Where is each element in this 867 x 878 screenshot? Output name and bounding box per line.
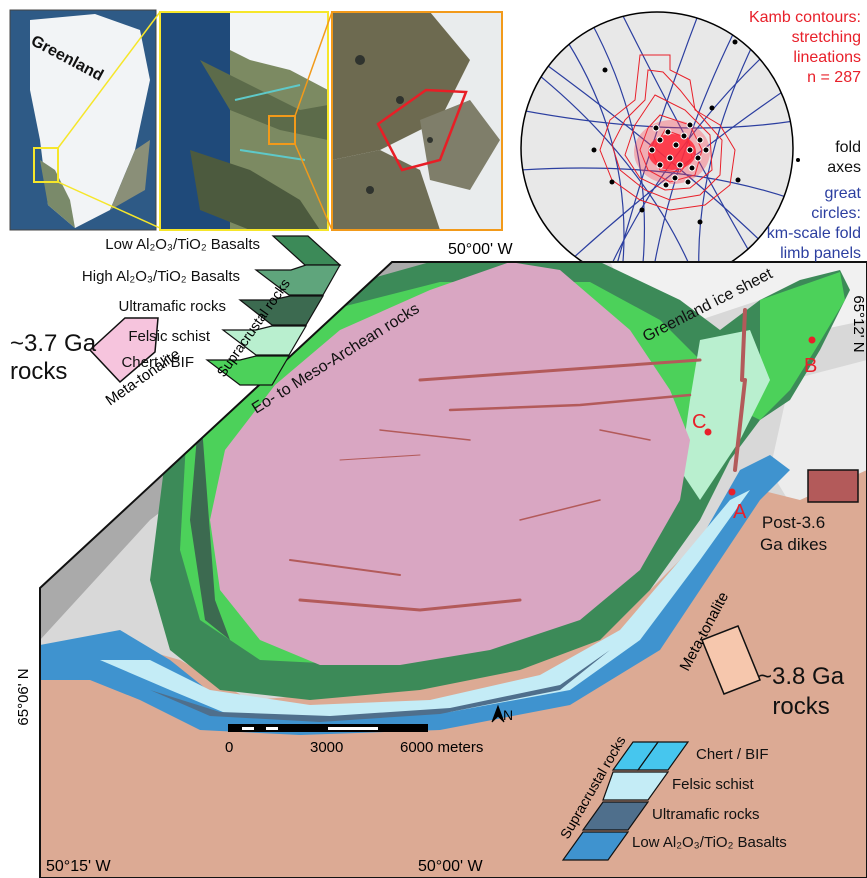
local-satellite-inset — [331, 11, 503, 231]
legend-37-item-4: Felsic schist — [128, 328, 210, 345]
fold-line-2: axes — [827, 159, 861, 176]
fold-line-1: fold — [835, 139, 861, 156]
bottom-left-longitude: 50°15' W — [46, 858, 111, 875]
north-arrow-icon — [491, 704, 505, 723]
kamb-legend: Kamb contours: stretching lineations n =… — [749, 8, 861, 88]
regional-satellite-inset — [159, 11, 329, 231]
age-38-line-2: rocks — [772, 693, 830, 720]
gc-line-3: km-scale fold — [766, 225, 861, 242]
dikes-line-2: Ga dikes — [760, 535, 828, 554]
stereonet — [520, 11, 794, 285]
fold-axes-legend: fold axes — [827, 138, 861, 178]
kamb-line-1: Kamb contours: — [748, 9, 861, 26]
dikes — [289, 308, 747, 612]
kamb-line-2: stretching — [791, 29, 861, 46]
fold-axis-cluster — [648, 121, 710, 189]
age-37-label: ~3.7 Ga rocks — [10, 330, 96, 386]
great-circles-legend: great circles: km-scale fold limb panels — [767, 184, 861, 264]
scale-tick-3000: 3000 — [310, 739, 343, 756]
point-a-label: A — [733, 501, 747, 523]
legend-37-tonalite-swatch — [88, 317, 159, 384]
dikes-swatch — [807, 469, 859, 503]
gc-line-1: great — [824, 185, 861, 202]
legend-38-item-1: Chert / BIF — [696, 746, 769, 763]
age-38-line-1: ~3.8 Ga — [758, 663, 845, 690]
dikes-line-1: Post-3.6 — [761, 513, 826, 532]
kamb-line-4: n = 287 — [807, 69, 861, 86]
legend-38-swatches — [561, 741, 690, 861]
right-latitude: 65°12' N — [850, 295, 867, 352]
great-circles — [521, 12, 793, 284]
scale-bar — [228, 724, 428, 732]
top-longitude: 50°00' W — [448, 241, 513, 258]
fold-axes-legend-dot — [796, 158, 800, 162]
legend-37-item-1: Low Al₂O₃/TiO₂ Basalts — [105, 236, 260, 253]
point-a-marker — [728, 488, 736, 496]
kamb-line-3: lineations — [793, 49, 861, 66]
legend-38-item-2: Felsic schist — [672, 776, 754, 793]
age-38-label: ~3.8 Ga rocks — [758, 662, 844, 722]
point-c-marker — [704, 428, 712, 436]
north-label: N — [503, 707, 513, 723]
legend-38-item-4: Low Al₂O₃/TiO₂ Basalts — [632, 834, 787, 851]
legend-37-item-3: Ultramafic rocks — [118, 298, 226, 315]
dikes-label: Post-3.6 Ga dikes — [760, 512, 827, 556]
age-37-line-2: rocks — [10, 358, 68, 385]
scale-tick-6000: 6000 meters — [400, 739, 483, 756]
legend-38-item-3: Ultramafic rocks — [652, 806, 760, 823]
scale-tick-0: 0 — [225, 739, 233, 756]
point-b-label: B — [804, 355, 817, 377]
bottom-right-longitude: 50°00' W — [418, 858, 483, 875]
legend-37-swatches — [205, 235, 342, 386]
gc-line-4: limb panels — [780, 245, 861, 262]
geologic-map — [39, 261, 867, 878]
point-c-label: C — [692, 411, 706, 433]
left-latitude: 65°06' N — [15, 668, 32, 725]
gc-line-2: circles: — [811, 205, 861, 222]
fold-axis-points — [591, 39, 741, 225]
legend-38-tonalite-swatch — [701, 625, 761, 695]
age-37-line-1: ~3.7 Ga — [10, 330, 97, 357]
legend-37-item-2: High Al₂O₃/TiO₂ Basalts — [81, 268, 240, 285]
point-b-marker — [808, 336, 816, 344]
greenland-overview-inset — [9, 9, 157, 231]
legend-37-item-5: Chert / BIF — [121, 354, 194, 371]
